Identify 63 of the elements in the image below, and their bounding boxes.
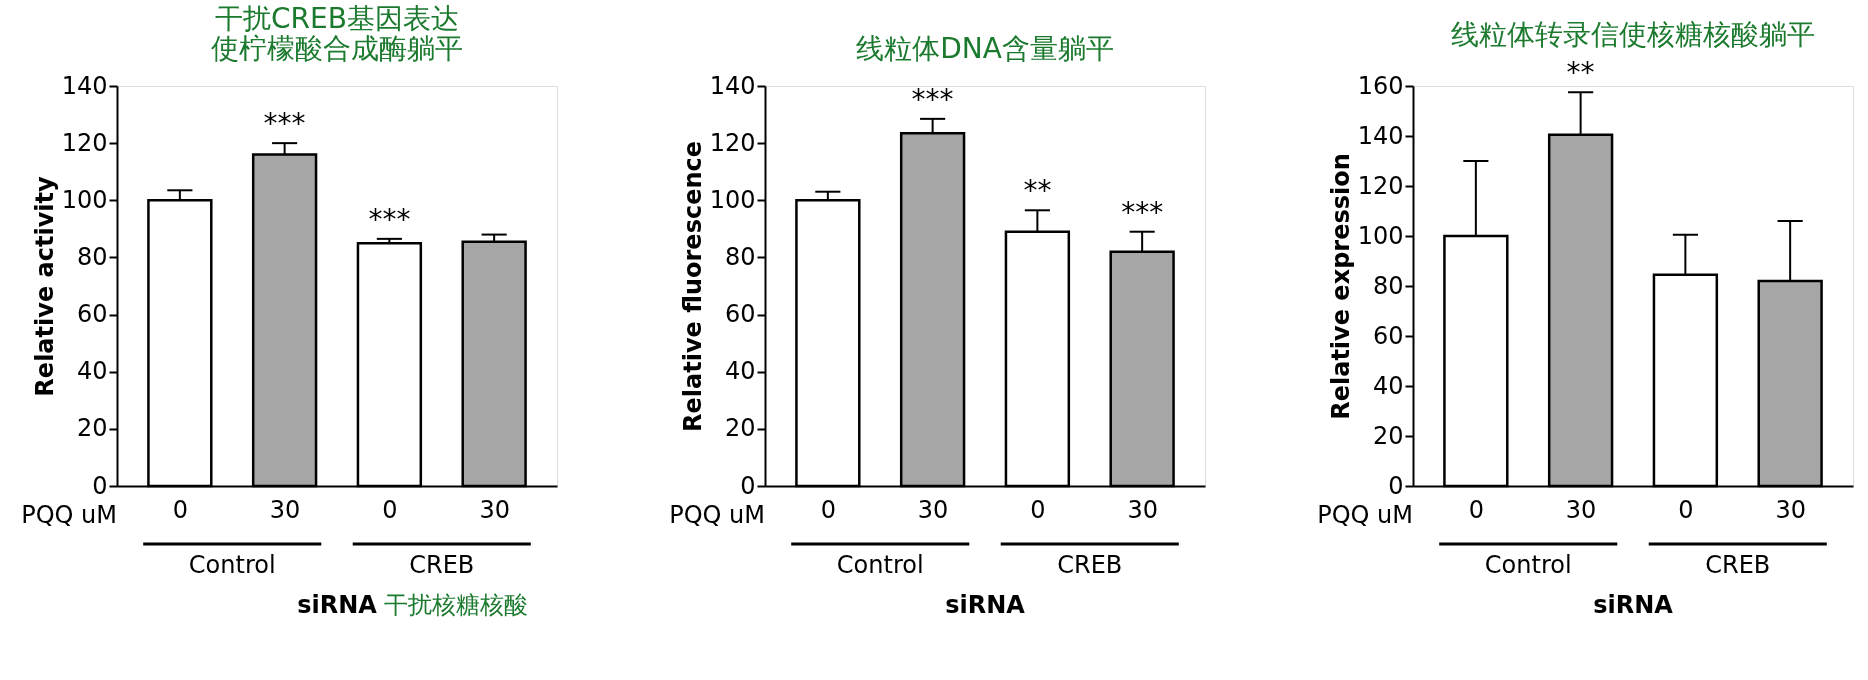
text: PQQ uM xyxy=(21,501,117,529)
y-tick-label: 20 xyxy=(1372,421,1404,450)
x-tick-label: 0 xyxy=(382,495,398,524)
y-tick-label: 0 xyxy=(740,471,756,500)
y-tick-label: 80 xyxy=(76,242,108,271)
y-tick-label: 140 xyxy=(1357,121,1404,150)
chart-title: 线粒体DNA含量躺平 xyxy=(856,32,1114,65)
text: 使柠檬酸合成酶躺平 xyxy=(211,32,463,65)
y-tick-label: 80 xyxy=(724,242,756,271)
y-tick-label: 160 xyxy=(1357,71,1404,100)
data-label: *** xyxy=(368,202,411,236)
x-tick-label: 30 xyxy=(269,495,301,524)
y-tick-label: 0 xyxy=(1388,471,1404,500)
text: siRNA xyxy=(297,591,378,619)
data-label: *** xyxy=(911,82,954,116)
data-label: *** xyxy=(1121,195,1164,229)
y-tick-label: 120 xyxy=(709,128,756,157)
chart-title: 线粒体转录信使核糖核酸躺平 xyxy=(1451,18,1815,52)
x-tick-label: 30 xyxy=(1775,495,1806,524)
y-tick-label: 0 xyxy=(92,471,108,500)
y-tick-label: 120 xyxy=(1357,171,1404,200)
y-axis-title: Relative activity xyxy=(30,176,59,397)
x-tick-label: 0 xyxy=(1468,495,1484,524)
text: siRNA xyxy=(1593,591,1674,619)
y-tick-label: 40 xyxy=(1372,371,1404,400)
y-tick-label: 100 xyxy=(61,185,108,214)
x-tick-label: 30 xyxy=(479,495,510,524)
y-tick-label: 20 xyxy=(724,414,756,443)
y-tick-label: 60 xyxy=(724,300,756,329)
x-tick-label: 0 xyxy=(820,495,836,524)
text: PQQ uM xyxy=(669,501,765,529)
text: Control xyxy=(836,551,924,579)
x-tick-label: 30 xyxy=(1565,495,1597,524)
y-tick-label: 80 xyxy=(1372,271,1404,300)
y-tick-label: 20 xyxy=(76,414,108,443)
text: 干扰核糖核酸 xyxy=(384,591,529,619)
y-tick-label: 40 xyxy=(724,357,756,386)
x-tick-label: 30 xyxy=(917,495,949,524)
text: Control xyxy=(188,551,276,579)
y-tick-label: 40 xyxy=(76,357,108,386)
text: 干扰CREB基因表达 xyxy=(215,2,459,35)
x-tick-label: 0 xyxy=(172,495,188,524)
text: siRNA xyxy=(945,591,1026,619)
y-tick-label: 60 xyxy=(1372,321,1404,350)
text: Control xyxy=(1484,551,1572,579)
y-tick-label: 140 xyxy=(709,71,756,100)
text: PQQ uM xyxy=(1317,501,1413,529)
text: CREB xyxy=(1705,551,1771,579)
y-tick-label: 120 xyxy=(61,128,108,157)
text: CREB xyxy=(409,551,475,579)
x-tick-label: 30 xyxy=(1127,495,1158,524)
data-label: ** xyxy=(1023,174,1052,208)
y-axis-title: Relative expression xyxy=(1326,153,1355,420)
x-tick-label: 0 xyxy=(1030,495,1046,524)
x-tick-label: 0 xyxy=(1678,495,1694,524)
data-label: *** xyxy=(263,107,306,141)
y-tick-label: 100 xyxy=(709,185,756,214)
data-label: ** xyxy=(1566,56,1595,90)
y-tick-label: 140 xyxy=(61,71,108,100)
text: CREB xyxy=(1057,551,1123,579)
y-axis-title: Relative fluorescence xyxy=(678,140,707,433)
y-tick-label: 60 xyxy=(76,300,108,329)
y-tick-label: 100 xyxy=(1357,221,1404,250)
